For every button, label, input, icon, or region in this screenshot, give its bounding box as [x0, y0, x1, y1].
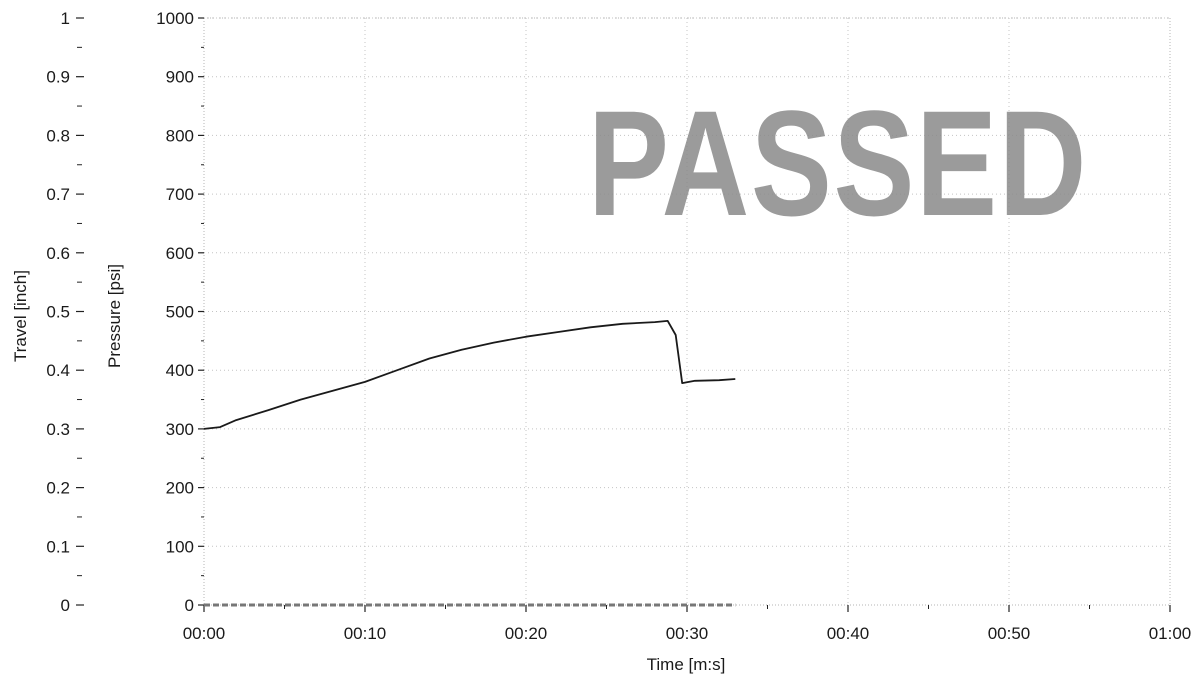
- travel-tick-label: 0.4: [46, 361, 70, 380]
- pressure-tick-label: 400: [166, 361, 194, 380]
- travel-tick-label: 0.9: [46, 68, 70, 87]
- pressure-tick-label: 900: [166, 68, 194, 87]
- pressure-tick-label: 100: [166, 537, 194, 556]
- pressure-tick-label: 600: [166, 244, 194, 263]
- travel-tick-label: 0.5: [46, 303, 70, 322]
- pressure-tick-label: 300: [166, 420, 194, 439]
- series: [203, 320, 736, 607]
- x-tick-label: 00:50: [988, 624, 1031, 643]
- x-axis-title: Time [m:s]: [647, 655, 726, 674]
- passed-stamp: PASSED: [588, 79, 1088, 247]
- x-tick-label: 00:00: [183, 624, 226, 643]
- x-tick-label: 00:40: [827, 624, 870, 643]
- travel-tick-label: 0.3: [46, 420, 70, 439]
- x-tick-label: 01:00: [1149, 624, 1192, 643]
- travel-axis-title: Travel [inch]: [11, 270, 30, 362]
- grid: [203, 17, 1171, 606]
- pressure-axis-title: Pressure [psi]: [105, 264, 124, 368]
- x-tick-label: 00:10: [344, 624, 387, 643]
- pressure-tick-label: 200: [166, 479, 194, 498]
- travel-tick-label: 1: [61, 9, 70, 28]
- travel-tick-label: 0.8: [46, 126, 70, 145]
- tick-labels: 0 100 200 300 400 500 600 700 800 900 1000 0 0.1 0.2 0…: [46, 9, 1191, 643]
- travel-tick-label: 0.6: [46, 244, 70, 263]
- pressure-tick-label: 700: [166, 185, 194, 204]
- x-tick-label: 00:30: [666, 624, 709, 643]
- x-tick-label: 00:20: [505, 624, 548, 643]
- travel-tick-label: 0.2: [46, 479, 70, 498]
- axes: [76, 17, 1171, 612]
- travel-tick-label: 0.1: [46, 537, 70, 556]
- pressure-tick-label: 800: [166, 126, 194, 145]
- pressure-tick-label: 500: [166, 303, 194, 322]
- travel-tick-label: 0: [61, 596, 70, 615]
- pressure-series-line: [203, 320, 736, 430]
- pressure-tick-label: 0: [185, 596, 194, 615]
- travel-tick-label: 0.7: [46, 185, 70, 204]
- pressure-tick-label: 1000: [156, 9, 194, 28]
